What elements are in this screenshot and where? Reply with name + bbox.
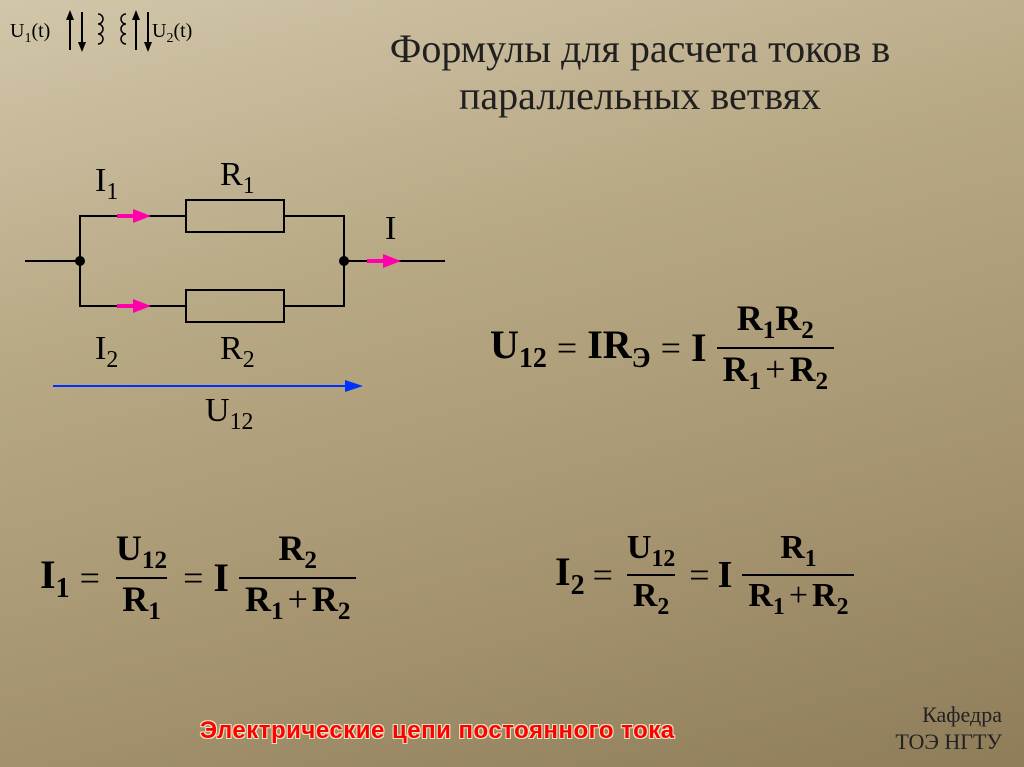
coupling-coils-icon xyxy=(92,10,132,52)
u12-ire: IRЭ xyxy=(587,321,650,375)
i1-num1: U12 xyxy=(110,530,173,577)
dept-line1: Кафедра xyxy=(895,702,1002,728)
resistor-r1 xyxy=(185,199,285,233)
department-label: Кафедра ТОЭ НГТУ xyxy=(895,702,1002,755)
i1-den2: R1+R2 xyxy=(239,577,357,626)
u12-label: U12 xyxy=(205,392,253,436)
u12-frac-num: R1R2 xyxy=(731,300,820,347)
u12-lhs: U12 xyxy=(490,321,547,375)
i1-num2: R2 xyxy=(272,530,323,577)
i1-den1: R1 xyxy=(116,577,167,626)
wire xyxy=(285,305,345,307)
i2-num2: R1 xyxy=(774,530,822,574)
i2-num1: U12 xyxy=(621,530,681,574)
u12-frac-den: R1+R2 xyxy=(717,347,835,396)
slide-title: Формулы для расчета токов в параллельных… xyxy=(320,25,960,119)
resistor-r2 xyxy=(185,289,285,323)
i1-arrow-icon xyxy=(117,209,151,223)
formula-i2: I2 = U12 R2 = I R1 R1+R2 xyxy=(555,530,854,620)
wire xyxy=(79,215,81,262)
i1-label: I1 xyxy=(95,162,118,206)
i2-label: I2 xyxy=(95,330,118,374)
i2-arrow-icon xyxy=(117,299,151,313)
i-label: I xyxy=(385,210,396,248)
footer-banner: Электрические цепи постоянного тока xyxy=(200,717,675,745)
i2-lhs: I2 xyxy=(555,548,585,602)
i-arrow-icon xyxy=(367,254,401,268)
i2-den2: R1+R2 xyxy=(742,574,854,620)
formula-u12: U12 = IRЭ = I R1R2 R1+R2 xyxy=(490,300,834,395)
i-coef: I xyxy=(691,324,707,371)
i2-coef: I xyxy=(718,553,733,597)
u2t-label: U2(t) xyxy=(152,20,192,47)
right-port-icon xyxy=(132,10,154,52)
wire xyxy=(79,260,81,307)
u1t-label: U1(t) xyxy=(10,20,50,47)
left-port-icon xyxy=(66,10,88,52)
i1-lhs: I1 xyxy=(40,551,70,605)
corner-transformer-symbol: U1(t) U2(t) xyxy=(10,6,210,56)
i1-coef: I xyxy=(213,554,229,601)
dept-line2: ТОЭ НГТУ xyxy=(895,729,1002,755)
wire xyxy=(25,260,80,262)
parallel-circuit-diagram: R1 R2 I1 I2 I U12 xyxy=(25,160,445,420)
wire xyxy=(285,215,345,217)
r1-label: R1 xyxy=(220,156,255,200)
i2-den1: R2 xyxy=(627,574,675,620)
formula-i1: I1 = U12 R1 = I R2 R1+R2 xyxy=(40,530,356,625)
r2-label: R2 xyxy=(220,330,255,374)
